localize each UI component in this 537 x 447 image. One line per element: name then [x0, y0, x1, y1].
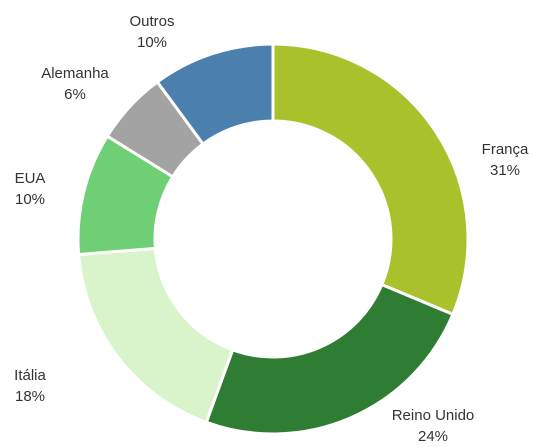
slice: [76, 246, 235, 425]
slice: [204, 282, 455, 436]
value-label: 6%: [64, 86, 86, 103]
slice-label: Outros: [129, 13, 174, 30]
slice-label: Itália: [14, 367, 46, 384]
slice: [271, 42, 470, 317]
slice-label: Alemanha: [41, 65, 109, 82]
slice: [155, 42, 275, 147]
value-label: 24%: [418, 428, 448, 445]
value-label: 10%: [15, 191, 45, 208]
slice-label: EUA: [15, 170, 46, 187]
slice-label: França: [482, 141, 529, 158]
slice-label: Reino Unido: [392, 407, 475, 424]
value-label: 31%: [490, 162, 520, 179]
value-label: 10%: [137, 34, 167, 51]
value-label: 18%: [15, 388, 45, 405]
